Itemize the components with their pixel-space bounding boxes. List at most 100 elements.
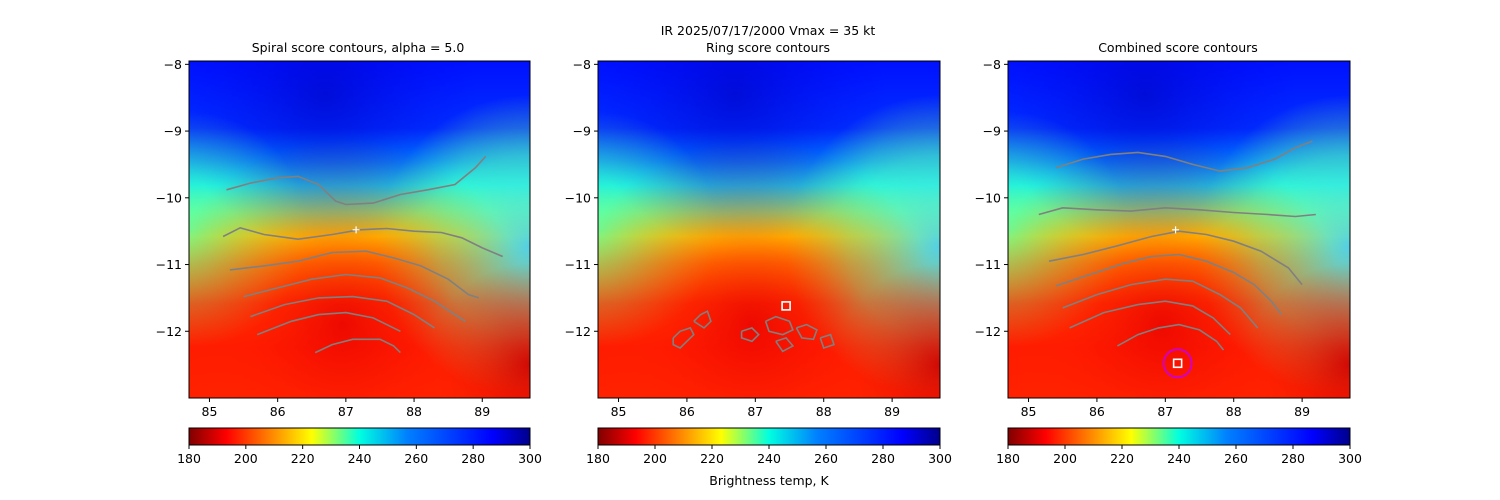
x-tick-label: 89 — [1294, 404, 1310, 419]
panel-spiral: Spiral score contours, alpha = 5.0 85 86 8… — [156, 40, 542, 466]
contour-line — [1055, 253, 1283, 316]
contour-line — [1038, 206, 1316, 218]
contour-line — [775, 336, 795, 353]
colorbar-tick-label: 240 — [1167, 451, 1191, 466]
contour-line — [764, 315, 794, 336]
x-tick-label: 88 — [816, 404, 832, 419]
panel-ring: Ring score contours 85 86 87 88 89 −8 −9 −10 −1… — [565, 40, 952, 488]
y-tick-label: −8 — [983, 57, 1001, 72]
y-axis: −8 −9 −10 −11 −12 — [975, 57, 1008, 339]
contour-line — [795, 323, 818, 341]
axes-frame — [597, 60, 941, 399]
contour-line — [740, 326, 760, 343]
panel-title: Spiral score contours, alpha = 5.0 — [252, 40, 465, 55]
colorbar-tick-label: 300 — [928, 451, 952, 466]
y-tick-label: −9 — [573, 124, 591, 139]
y-tick-label: −8 — [573, 57, 591, 72]
colorbar-tick-label: 240 — [348, 451, 372, 466]
x-tick-label: 87 — [1157, 404, 1173, 419]
y-tick-label: −10 — [565, 190, 591, 205]
contour-line — [1117, 323, 1225, 351]
figure-suptitle: IR 2025/07/17/2000 Vmax = 35 kt — [661, 23, 876, 38]
y-tick-label: −10 — [156, 190, 182, 205]
contour-line — [693, 310, 712, 329]
x-tick-label: 88 — [406, 404, 422, 419]
colorbar-tick-label: 200 — [643, 451, 667, 466]
x-tick-label: 87 — [747, 404, 763, 419]
colorbar-ticks: 180 200 220 240 260 280 300 — [177, 445, 542, 466]
x-tick-label: 89 — [474, 404, 490, 419]
storm-center-plus-marker — [1172, 226, 1180, 234]
y-tick-label: −12 — [565, 324, 591, 339]
colorbar-tick-label: 300 — [518, 451, 542, 466]
panel-title: Combined score contours — [1098, 40, 1258, 55]
colorbar-tick-label: 280 — [461, 451, 485, 466]
storm-center-plus-marker — [352, 226, 360, 234]
center-square-marker — [1172, 358, 1183, 369]
x-tick-label: 87 — [338, 404, 354, 419]
colorbar-tick-label: 260 — [1224, 451, 1248, 466]
y-tick-label: −10 — [975, 190, 1001, 205]
colorbar-tick-label: 280 — [1281, 451, 1305, 466]
x-axis: 85 86 87 88 89 — [611, 398, 900, 419]
colorbar-ticks: 180 200 220 240 260 280 300 — [996, 445, 1362, 466]
marker-layer — [781, 301, 791, 311]
contour-line — [256, 311, 401, 336]
y-tick-label: −11 — [975, 257, 1001, 272]
score-contours — [1038, 140, 1316, 351]
colorbar-tick-label: 180 — [177, 451, 201, 466]
x-tick-label: 86 — [1089, 404, 1105, 419]
marker-layer — [352, 226, 360, 234]
colorbar-ticks: 180 200 220 240 260 280 300 — [586, 445, 952, 466]
y-tick-label: −11 — [156, 257, 182, 272]
x-axis: 85 86 87 88 89 — [1021, 398, 1310, 419]
colorbar-tick-label: 280 — [871, 451, 895, 466]
colorbar-tick-label: 300 — [1338, 451, 1362, 466]
contour-line — [314, 338, 401, 354]
heatmap-field — [598, 61, 940, 398]
colorbar-tick-label: 200 — [1053, 451, 1077, 466]
colorbar-tick-label: 240 — [757, 451, 781, 466]
contour-line — [226, 155, 487, 206]
x-tick-label: 88 — [1226, 404, 1242, 419]
colorbar-tick-label: 220 — [700, 451, 724, 466]
x-tick-label: 85 — [611, 404, 627, 419]
y-tick-label: −12 — [156, 324, 182, 339]
marker-layer — [1162, 226, 1193, 379]
colorbar: 180 200 220 240 260 280 300 — [586, 427, 952, 466]
colorbar-tick-label: 200 — [234, 451, 258, 466]
contour-line — [250, 295, 435, 329]
contour-line — [229, 250, 480, 299]
score-contours — [222, 155, 504, 354]
colorbar-tick-label: 180 — [586, 451, 610, 466]
colorbar-tick-label: 180 — [996, 451, 1020, 466]
y-axis: −8 −9 −10 −11 −12 — [565, 57, 598, 339]
colorbar: 180 200 220 240 260 280 300 — [177, 427, 542, 466]
center-square-marker — [781, 301, 791, 311]
panel-combined: Combined score contours 85 86 87 88 89 −8−9−… — [975, 40, 1362, 466]
contour-line — [1062, 278, 1259, 329]
colorbar-tick-label: 220 — [1110, 451, 1134, 466]
x-tick-label: 86 — [679, 404, 695, 419]
contour-line — [1048, 230, 1303, 286]
colorbar-tick-label: 260 — [404, 451, 428, 466]
contour-line — [222, 226, 504, 258]
axes-frame — [1007, 60, 1351, 399]
x-tick-label: 89 — [884, 404, 900, 419]
axes-frame — [188, 60, 531, 399]
colorbar-tick-label: 260 — [814, 451, 838, 466]
ring-circle-marker — [1162, 348, 1193, 379]
contour-line — [819, 333, 836, 350]
x-axis: 85 86 87 88 89 — [202, 398, 490, 419]
x-tick-label: 85 — [1021, 404, 1037, 419]
x-tick-label: 86 — [270, 404, 286, 419]
contour-line — [243, 273, 466, 322]
colorbar: 180 200 220 240 260 280 300 — [996, 427, 1362, 466]
colorbar-tick-label: 220 — [291, 451, 315, 466]
contour-line — [1069, 300, 1231, 336]
score-contours — [672, 310, 836, 353]
contour-line — [1055, 140, 1313, 172]
x-tick-label: 85 — [202, 404, 218, 419]
y-tick-label: −12 — [975, 324, 1001, 339]
